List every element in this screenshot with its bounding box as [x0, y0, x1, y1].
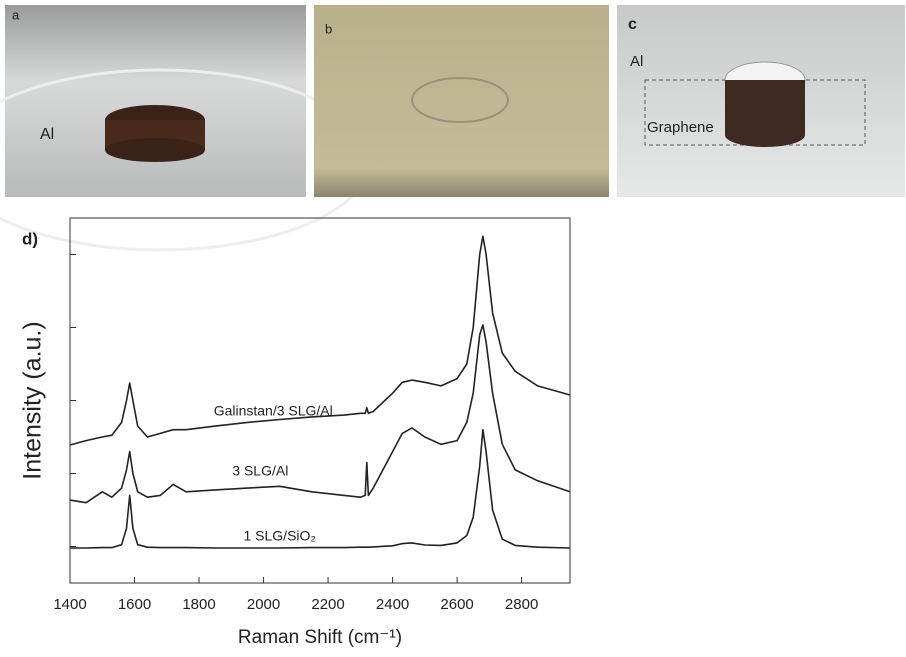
- x-tick-label: 1600: [118, 596, 151, 613]
- x-tick-label: 2600: [440, 596, 473, 613]
- panel-label: c: [628, 16, 637, 33]
- x-tick-label: 2800: [505, 596, 538, 613]
- photo-a: a Al: [0, 5, 372, 252]
- panel-label: a: [12, 7, 20, 22]
- annotation: Al: [630, 53, 643, 70]
- series-label: Galinstan/3 SLG/Al: [214, 403, 333, 419]
- plot-frame: [69, 217, 571, 584]
- x-tick-label: 1400: [53, 596, 86, 613]
- spectrum-line: [69, 324, 571, 504]
- x-tick-label: 2200: [311, 596, 344, 613]
- spectrum-line: [69, 235, 571, 446]
- chart: d) 1400 1600 1800 2000 2200 2400 2600 2800 Raman …: [19, 217, 571, 648]
- x-tick-label: 2400: [376, 596, 409, 613]
- x-tick-label: 2000: [247, 596, 280, 613]
- annotation: Al: [40, 126, 54, 143]
- x-tick-label: 1800: [182, 596, 215, 613]
- x-axis-label: Raman Shift (cm⁻¹): [238, 627, 402, 648]
- panel-label: b: [325, 21, 332, 36]
- annotation: Graphene: [647, 119, 714, 136]
- panel-label: d): [22, 229, 38, 248]
- spectrum-line: [70, 428, 571, 549]
- y-axis-label: Intensity (a.u.): [19, 321, 47, 479]
- series-label: 3 SLG/Al: [232, 463, 288, 479]
- photo-c: c Al Graphene: [617, 5, 905, 197]
- series-label: 1 SLG/SiO₂: [243, 528, 315, 544]
- photo-b: b: [314, 5, 609, 197]
